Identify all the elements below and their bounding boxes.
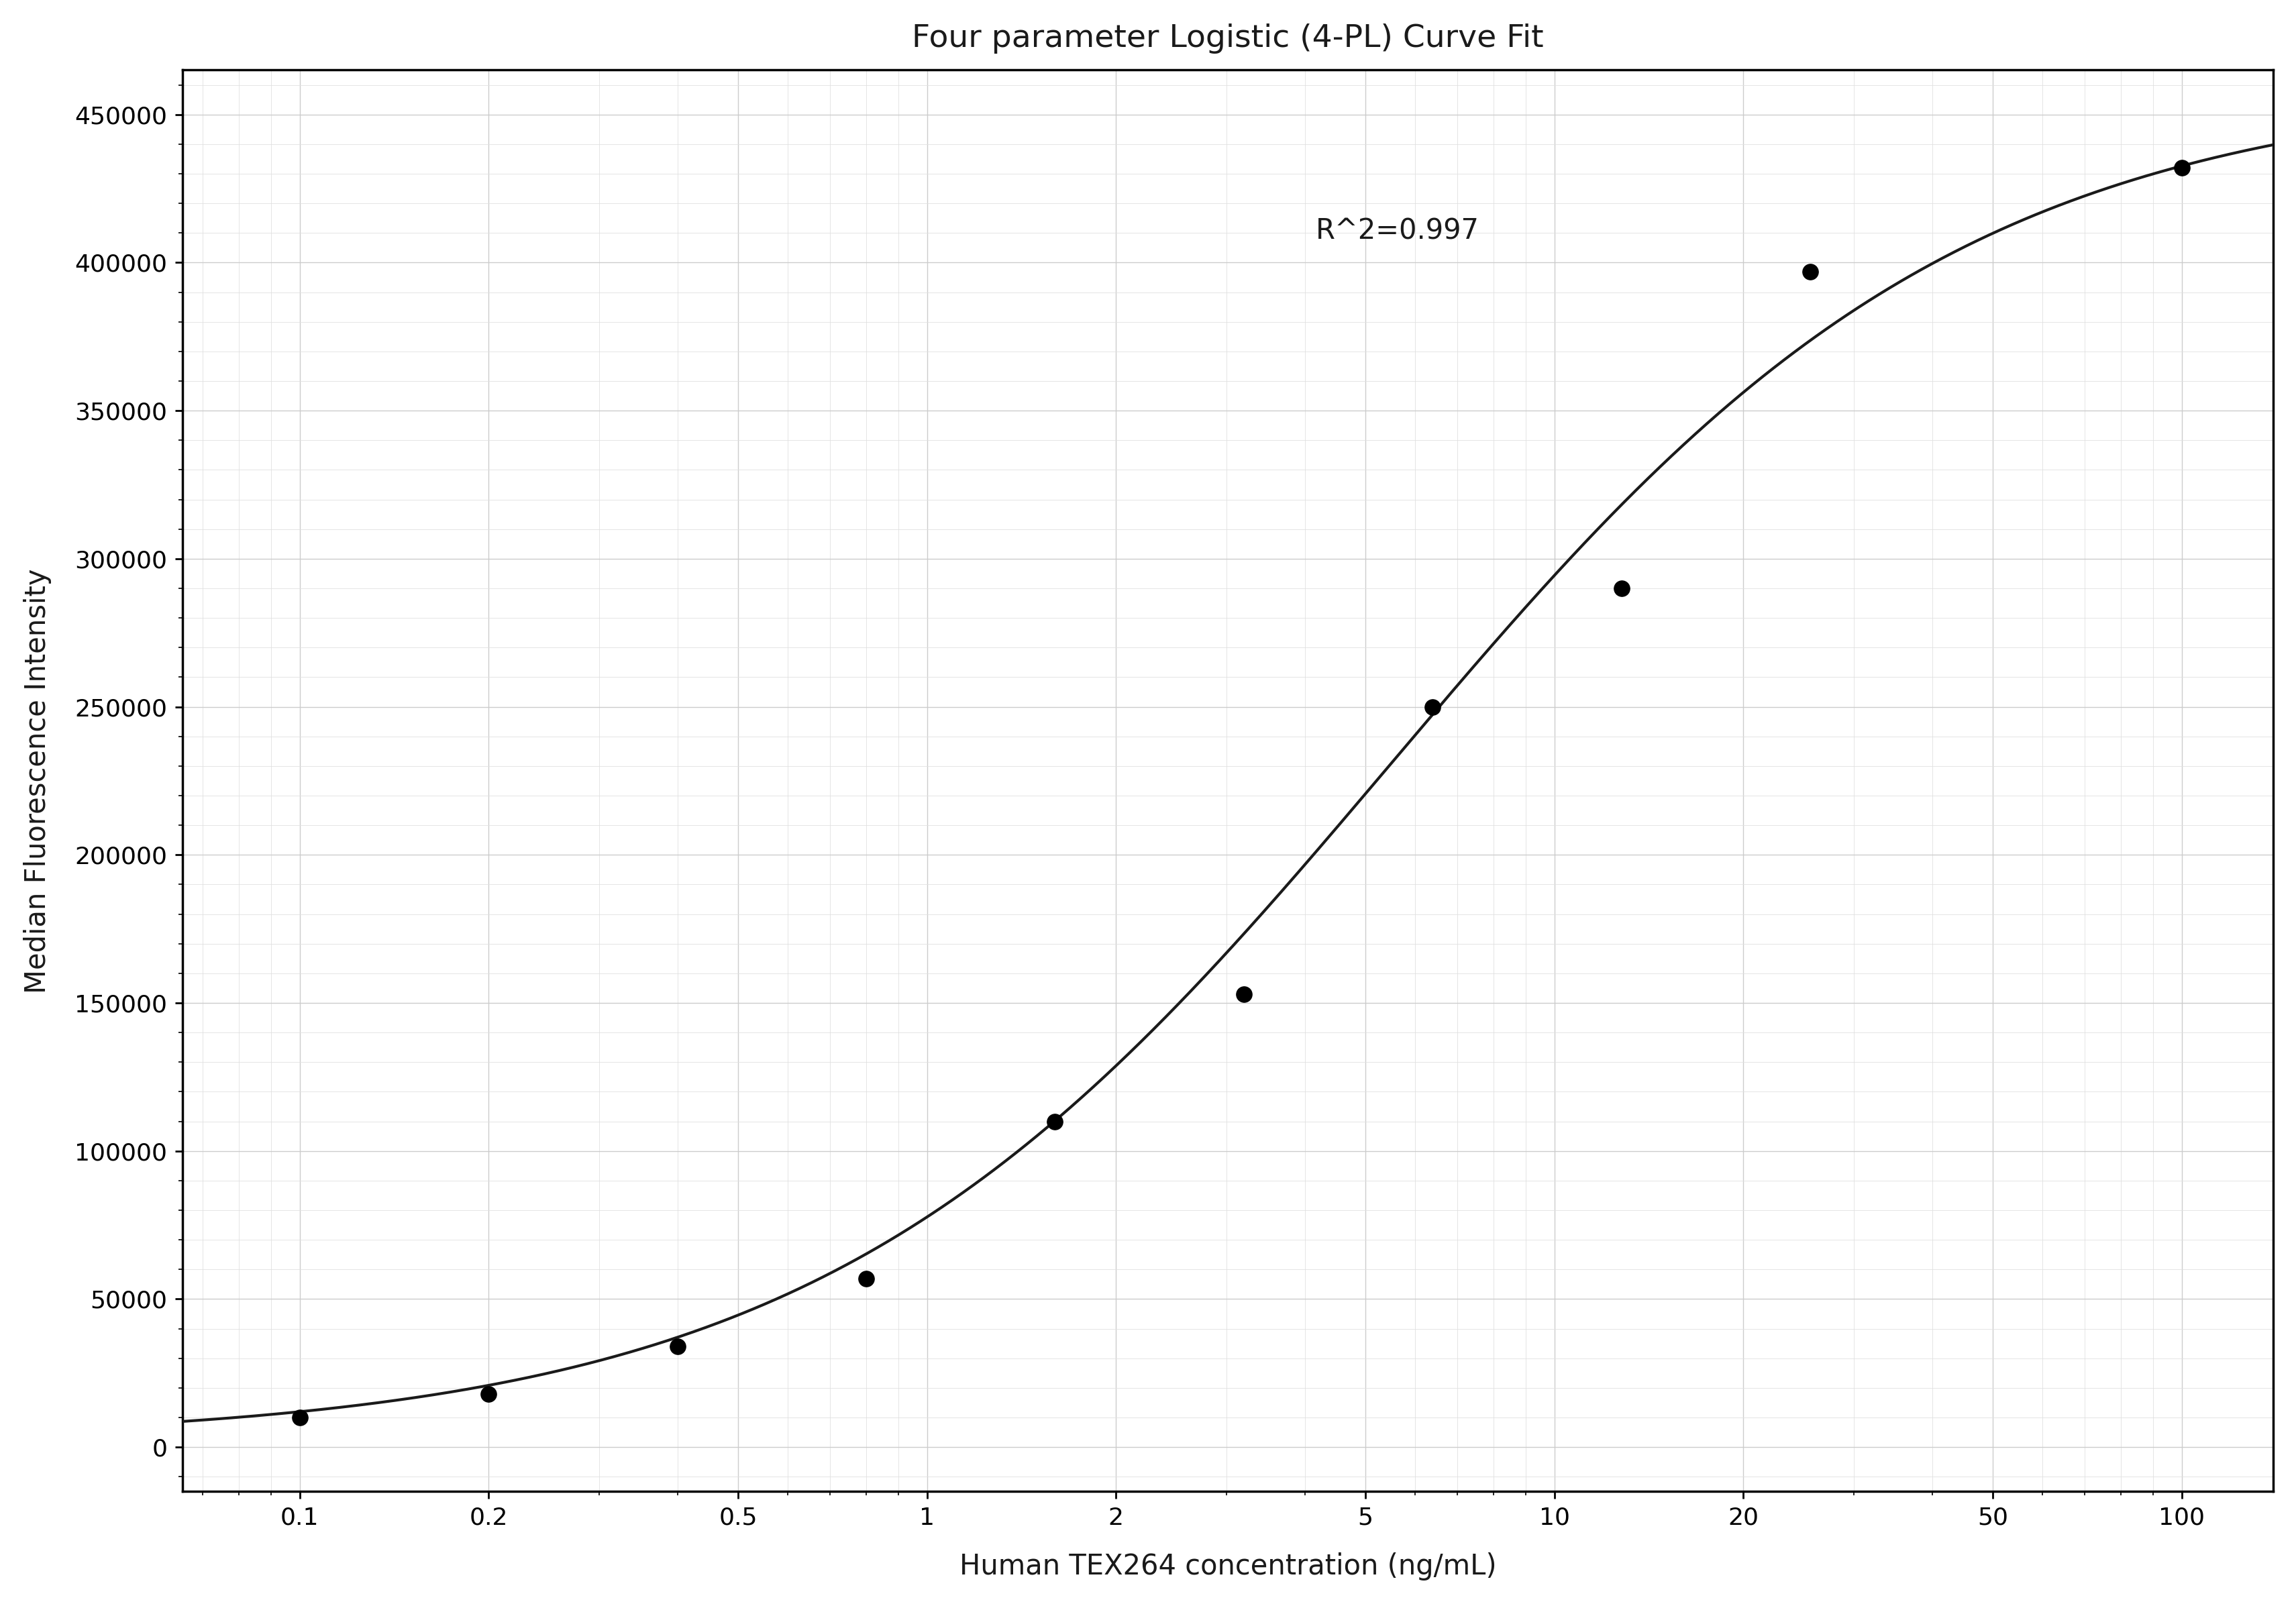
- Point: [659, 1333, 696, 1359]
- Point: [471, 1381, 507, 1407]
- Point: [847, 1266, 884, 1291]
- Point: [1226, 982, 1263, 1007]
- Y-axis label: Median Fluorescence Intensity: Median Fluorescence Intensity: [23, 568, 51, 993]
- Point: [1603, 576, 1639, 602]
- Point: [1791, 258, 1828, 284]
- Point: [1414, 695, 1451, 720]
- Text: R^2=0.997: R^2=0.997: [1316, 217, 1479, 245]
- Point: [2163, 156, 2200, 181]
- Title: Four parameter Logistic (4-PL) Curve Fit: Four parameter Logistic (4-PL) Curve Fit: [912, 24, 1543, 53]
- Point: [280, 1405, 317, 1431]
- Point: [1035, 1108, 1072, 1134]
- X-axis label: Human TEX264 concentration (ng/mL): Human TEX264 concentration (ng/mL): [960, 1553, 1497, 1580]
